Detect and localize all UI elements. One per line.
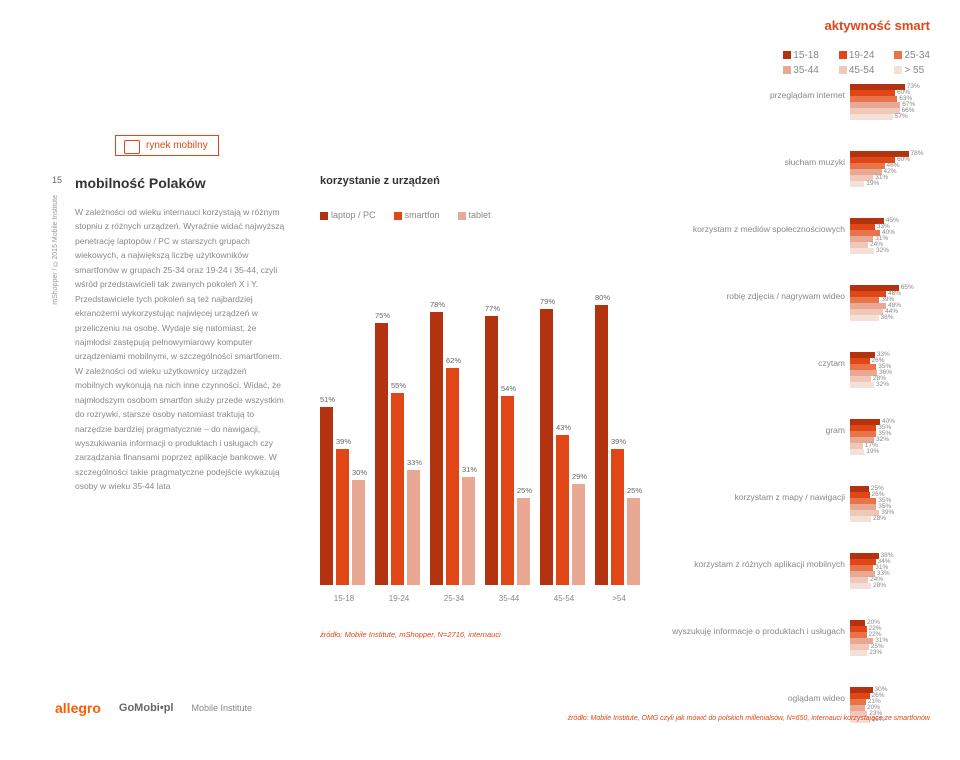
- section-title: mobilność Polaków: [75, 175, 206, 191]
- chart1-legend: laptop / PCsmartfontablet: [320, 210, 509, 220]
- legend-top: 15-1819-2425-3435-4445-54> 55: [763, 50, 930, 76]
- body-text: W zależności od wieku internauci korzyst…: [75, 205, 285, 494]
- chart1-title: korzystanie z urządzeń: [320, 175, 440, 187]
- footer-logos: allegro GoMobi•pl Mobile Institute: [55, 700, 252, 716]
- activity-chart: przeglądam internet73%60%63%67%66%57%słu…: [680, 90, 930, 760]
- device-usage-chart: 51%39%30%15-1875%55%33%19-2478%62%31%25-…: [320, 235, 650, 605]
- side-note: mShopper / ©2015 Mobile Institute: [52, 195, 59, 305]
- page-number: 15: [52, 175, 62, 185]
- gomobi-logo: GoMobi•pl: [119, 702, 174, 714]
- chart2-source: źródło: Mobile Institute, OMG czyli jak …: [568, 715, 930, 722]
- mi-logo: Mobile Institute: [191, 703, 252, 713]
- allegro-logo: allegro: [55, 700, 101, 716]
- brand-box: rynek mobilny: [115, 135, 219, 156]
- chart1-source: źródło: Mobile Institute, mShopper, N=27…: [320, 630, 501, 639]
- top-title: aktywność smart: [825, 18, 931, 33]
